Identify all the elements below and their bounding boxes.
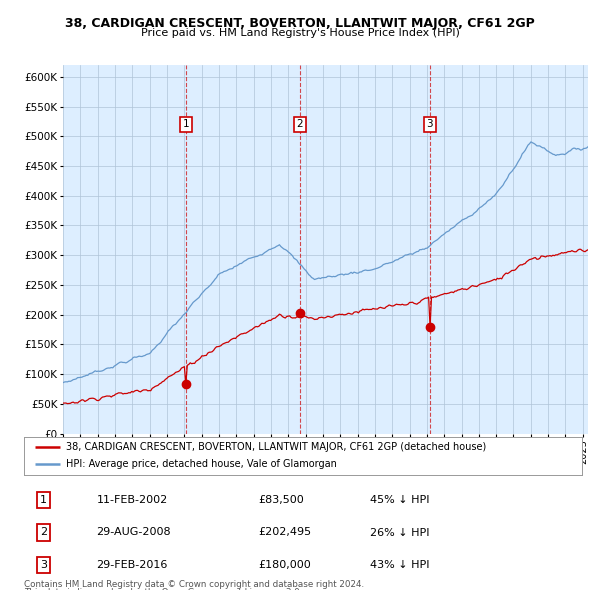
Text: 43% ↓ HPI: 43% ↓ HPI	[370, 560, 430, 570]
Text: This data is licensed under the Open Government Licence v3.0.: This data is licensed under the Open Gov…	[24, 588, 302, 590]
Text: Contains HM Land Registry data © Crown copyright and database right 2024.: Contains HM Land Registry data © Crown c…	[24, 581, 364, 589]
Text: 1: 1	[40, 495, 47, 504]
Text: 2: 2	[296, 119, 303, 129]
Text: £180,000: £180,000	[259, 560, 311, 570]
Text: 3: 3	[427, 119, 433, 129]
Text: £83,500: £83,500	[259, 495, 304, 504]
Text: HPI: Average price, detached house, Vale of Glamorgan: HPI: Average price, detached house, Vale…	[66, 459, 337, 469]
Text: 45% ↓ HPI: 45% ↓ HPI	[370, 495, 430, 504]
Text: £202,495: £202,495	[259, 527, 311, 537]
Text: Price paid vs. HM Land Registry's House Price Index (HPI): Price paid vs. HM Land Registry's House …	[140, 28, 460, 38]
Text: 1: 1	[183, 119, 190, 129]
Text: 38, CARDIGAN CRESCENT, BOVERTON, LLANTWIT MAJOR, CF61 2GP: 38, CARDIGAN CRESCENT, BOVERTON, LLANTWI…	[65, 17, 535, 30]
Text: 11-FEB-2002: 11-FEB-2002	[97, 495, 168, 504]
Text: 2: 2	[40, 527, 47, 537]
Text: 38, CARDIGAN CRESCENT, BOVERTON, LLANTWIT MAJOR, CF61 2GP (detached house): 38, CARDIGAN CRESCENT, BOVERTON, LLANTWI…	[66, 442, 486, 453]
Text: 29-FEB-2016: 29-FEB-2016	[97, 560, 168, 570]
Text: 3: 3	[40, 560, 47, 570]
Text: 29-AUG-2008: 29-AUG-2008	[97, 527, 171, 537]
Text: 26% ↓ HPI: 26% ↓ HPI	[370, 527, 430, 537]
